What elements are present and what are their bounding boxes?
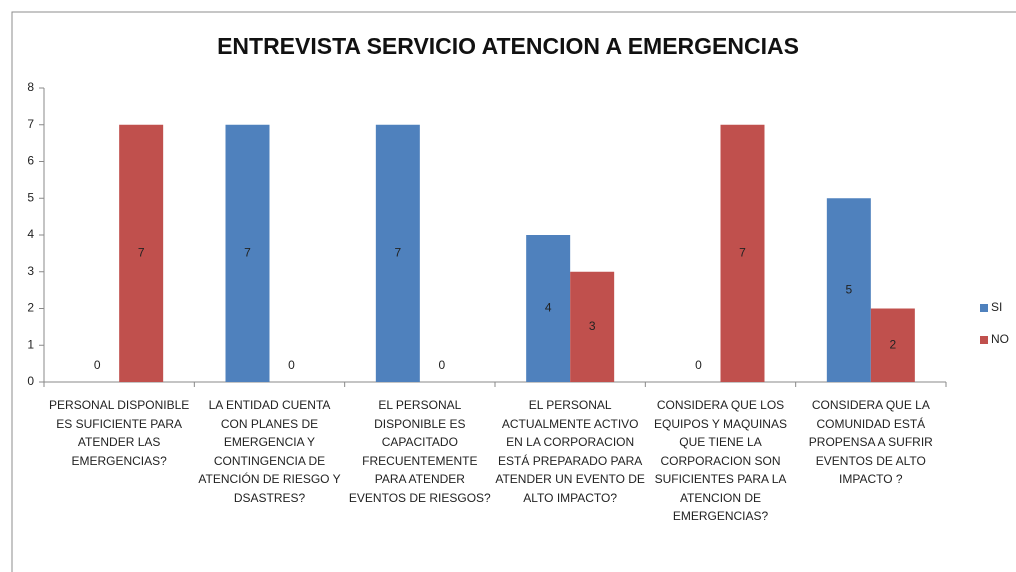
y-tick-label: 6 (27, 154, 34, 168)
y-tick-label: 1 (27, 337, 34, 351)
data-label: 0 (695, 358, 702, 372)
bar (119, 124, 164, 382)
y-tick-label: 2 (27, 301, 34, 315)
bar (570, 271, 615, 382)
data-label: 7 (394, 246, 401, 260)
data-label: 0 (438, 358, 445, 372)
data-label: 5 (845, 282, 852, 296)
data-label: 7 (138, 246, 145, 260)
x-tick-label: LA ENTIDAD CUENTA CON PLANES DE EMERGENC… (198, 398, 341, 505)
y-tick-label: 3 (27, 264, 34, 278)
legend-swatch (980, 304, 988, 312)
legend-label: NO (991, 332, 1009, 346)
data-label: 3 (589, 319, 596, 333)
x-tick-label: EL PERSONAL DISPONIBLE ES CAPACITADO FRE… (348, 398, 491, 505)
data-label: 7 (244, 246, 251, 260)
x-tick-label: CONSIDERA QUE LA COMUNIDAD ESTÁ PROPENSA… (808, 398, 933, 486)
data-label: 4 (545, 301, 552, 315)
bar (526, 235, 571, 382)
data-label: 7 (739, 246, 746, 260)
legend-label: SI (991, 300, 1002, 314)
y-tick-label: 7 (27, 117, 34, 131)
y-tick-label: 5 (27, 190, 34, 204)
bar (225, 124, 270, 382)
y-tick-label: 8 (27, 80, 34, 94)
x-tick-label: EL PERSONAL ACTUALMENTE ACTIVO EN LA COR… (495, 398, 645, 505)
data-label: 0 (94, 358, 101, 372)
x-tick-label: CONSIDERA QUE LOS EQUIPOS Y MAQUINAS QUE… (654, 398, 787, 523)
bar (720, 124, 765, 382)
bar (870, 308, 915, 382)
data-label: 0 (288, 358, 295, 372)
bar (375, 124, 420, 382)
data-label: 2 (889, 337, 896, 351)
chart-title: ENTREVISTA SERVICIO ATENCION A EMERGENCI… (217, 33, 799, 59)
y-tick-label: 0 (27, 374, 34, 388)
x-tick-label: PERSONAL DISPONIBLE ES SUFICIENTE PARA A… (49, 398, 190, 468)
y-tick-label: 4 (27, 227, 34, 241)
legend-swatch (980, 336, 988, 344)
bar (826, 198, 871, 382)
